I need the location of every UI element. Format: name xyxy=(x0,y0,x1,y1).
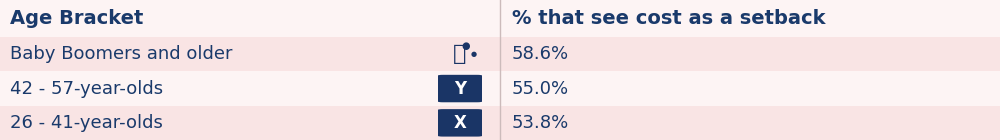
Text: Baby Boomers and older: Baby Boomers and older xyxy=(10,45,232,63)
Text: X: X xyxy=(454,114,466,132)
Text: Y: Y xyxy=(454,80,466,98)
Text: 53.8%: 53.8% xyxy=(512,114,569,132)
Text: 58.6%: 58.6% xyxy=(512,45,569,63)
Bar xyxy=(0,106,1000,140)
Bar xyxy=(0,71,1000,106)
Text: ●: ● xyxy=(471,51,477,57)
Bar xyxy=(0,37,1000,71)
Text: Age Bracket: Age Bracket xyxy=(10,9,143,28)
FancyBboxPatch shape xyxy=(438,75,482,102)
Text: 26 - 41-year-olds: 26 - 41-year-olds xyxy=(10,114,163,132)
FancyBboxPatch shape xyxy=(438,109,482,137)
Text: 👥: 👥 xyxy=(453,44,467,64)
Text: 55.0%: 55.0% xyxy=(512,80,569,98)
Text: ●: ● xyxy=(462,41,470,51)
Text: % that see cost as a setback: % that see cost as a setback xyxy=(512,9,826,28)
Bar xyxy=(0,0,1000,37)
Text: 42 - 57-year-olds: 42 - 57-year-olds xyxy=(10,80,163,98)
